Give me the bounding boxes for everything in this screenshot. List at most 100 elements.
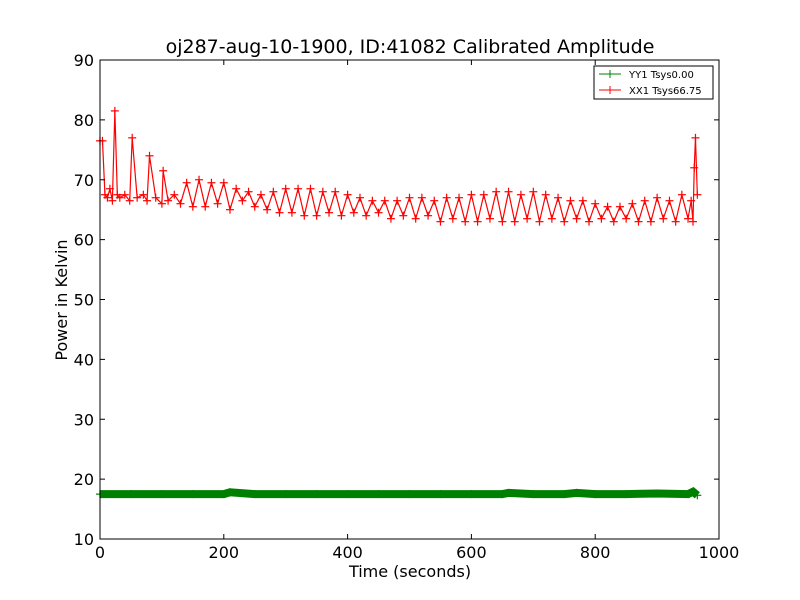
data-point <box>318 187 327 196</box>
data-point <box>541 190 550 199</box>
data-point <box>393 196 402 205</box>
data-point <box>424 211 433 220</box>
data-point <box>312 490 321 499</box>
data-point <box>665 196 674 205</box>
y-tick-label: 90 <box>74 51 94 70</box>
data-point <box>133 193 142 202</box>
data-point <box>219 490 228 499</box>
x-tick-label: 0 <box>95 543 105 562</box>
data-point <box>225 205 234 214</box>
x-axis-title: Time (seconds) <box>348 562 471 581</box>
data-point <box>467 490 476 499</box>
data-point <box>622 490 631 499</box>
data-point <box>386 214 395 223</box>
data-point <box>504 187 513 196</box>
data-point <box>232 184 241 193</box>
data-point <box>653 489 662 498</box>
data-point <box>380 196 389 205</box>
data-point <box>143 196 152 205</box>
data-point <box>115 193 124 202</box>
chart-title: oj287-aug-10-1900, ID:41082 Calibrated A… <box>166 36 655 58</box>
data-point <box>671 217 680 226</box>
legend-label-yy1: YY1 Tsys0.00 <box>628 70 694 81</box>
data-point <box>170 190 179 199</box>
data-point <box>176 199 185 208</box>
data-point <box>634 217 643 226</box>
data-point <box>653 193 662 202</box>
data-point <box>473 217 482 226</box>
data-point <box>105 184 114 193</box>
data-point <box>554 193 563 202</box>
data-point <box>684 490 693 499</box>
data-point <box>492 187 501 196</box>
x-tick-label: 600 <box>456 543 487 562</box>
data-point <box>677 190 686 199</box>
data-point <box>687 196 696 205</box>
data-point <box>560 490 569 499</box>
data-point <box>430 196 439 205</box>
data-point <box>331 187 340 196</box>
data-point <box>523 214 532 223</box>
data-point <box>622 214 631 223</box>
data-point <box>659 214 668 223</box>
data-point <box>572 214 581 223</box>
data-point <box>195 175 204 184</box>
data-point <box>362 211 371 220</box>
data-point <box>603 202 612 211</box>
data-point <box>201 202 210 211</box>
data-point <box>461 217 470 226</box>
data-point <box>110 106 119 115</box>
data-point <box>157 199 166 208</box>
data-point <box>207 178 216 187</box>
data-point <box>355 193 364 202</box>
x-tick-label: 400 <box>332 543 363 562</box>
y-tick-label: 50 <box>74 291 94 310</box>
y-tick-label: 10 <box>74 530 94 549</box>
data-point <box>693 491 702 500</box>
data-point <box>597 214 606 223</box>
data-point <box>529 490 538 499</box>
data-point <box>250 202 259 211</box>
data-point <box>219 178 228 187</box>
legend-box <box>593 65 714 100</box>
data-point <box>585 217 594 226</box>
data-point <box>126 490 135 499</box>
data-point <box>139 190 148 199</box>
data-point <box>516 190 525 199</box>
data-point <box>591 490 600 499</box>
data-point <box>128 133 137 142</box>
data-point <box>225 488 234 497</box>
y-tick-label: 70 <box>74 171 94 190</box>
data-point <box>485 214 494 223</box>
data-point <box>188 490 197 499</box>
data-point <box>269 187 278 196</box>
data-point <box>535 217 544 226</box>
data-point <box>566 196 575 205</box>
data-point <box>374 490 383 499</box>
data-point <box>182 178 191 187</box>
data-point <box>405 490 414 499</box>
data-point <box>151 193 160 202</box>
data-point <box>263 205 272 214</box>
data-point <box>405 193 414 202</box>
data-point <box>145 151 154 160</box>
data-point <box>250 490 259 499</box>
data-point <box>306 184 315 193</box>
data-point <box>300 211 309 220</box>
data-point <box>640 196 649 205</box>
data-point <box>368 196 377 205</box>
data-point <box>560 217 569 226</box>
data-point <box>374 208 383 217</box>
data-point <box>417 193 426 202</box>
data-point <box>467 190 476 199</box>
ticks-layer: 0 200 400 600 800 1000 10 20 30 40 50 60 70 80 90 <box>74 51 740 562</box>
data-point <box>572 488 581 497</box>
data-point <box>108 196 117 205</box>
data-point <box>159 166 168 175</box>
data-point <box>498 217 507 226</box>
data-point <box>442 193 451 202</box>
data-point <box>287 208 296 217</box>
data-point <box>684 214 693 223</box>
data-point <box>689 217 698 226</box>
